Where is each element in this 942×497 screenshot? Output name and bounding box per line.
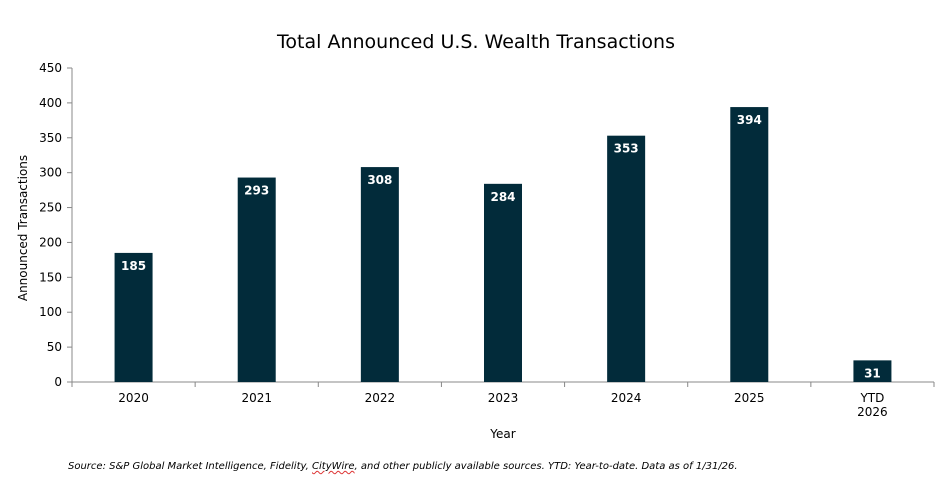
x-axis-title: Year [489, 427, 515, 441]
x-tick-label: 2023 [488, 391, 519, 405]
bar-value-label: 394 [737, 113, 762, 127]
x-tick-label: 2020 [118, 391, 149, 405]
y-axis-title: Announced Transactions [16, 155, 30, 301]
y-tick-label: 0 [54, 375, 62, 389]
bar-value-label: 284 [490, 190, 515, 204]
x-tick-label: 2021 [241, 391, 272, 405]
y-tick-label: 350 [39, 131, 62, 145]
y-tick-label: 450 [39, 61, 62, 75]
y-tick-label: 250 [39, 201, 62, 215]
bar-6 [853, 360, 892, 382]
source-footnote: Source: S&P Global Market Intelligence, … [68, 461, 928, 472]
x-tick-label-line: 2022 [365, 391, 396, 405]
bar-5 [730, 107, 769, 382]
x-tick-label: 2022 [365, 391, 396, 405]
bar-3 [484, 183, 522, 382]
y-tick-label: 200 [39, 235, 62, 249]
y-tick-label: 300 [39, 166, 62, 180]
bar-2 [360, 167, 399, 382]
y-tick-label: 150 [39, 270, 62, 284]
x-tick-label-line: YTD [859, 391, 884, 405]
x-tick-label-line: 2021 [241, 391, 272, 405]
x-tick-label-line: 2026 [857, 405, 888, 419]
bar-1 [237, 177, 276, 382]
x-tick-label: YTD 2026 [857, 391, 888, 419]
bar-4 [607, 135, 646, 382]
x-tick-label-line: 2020 [118, 391, 149, 405]
footnote-text-2: , and other publicly available sources. … [354, 461, 738, 472]
x-tick-label-line: 2025 [734, 391, 765, 405]
y-tick-label: 100 [39, 305, 62, 319]
x-tick-label: 2025 [734, 391, 765, 405]
y-tick-label: 400 [39, 96, 62, 110]
footnote-text-1: Source: S&P Global Market Intelligence, … [68, 461, 313, 472]
x-tick-label-line: 2023 [488, 391, 519, 405]
x-tick-label: 2024 [611, 391, 642, 405]
x-tick-label-line: 2024 [611, 391, 642, 405]
bar-value-label: 308 [367, 173, 392, 187]
bar-value-label: 185 [121, 259, 146, 273]
chart-title: Total Announced U.S. Wealth Transactions [276, 31, 675, 53]
bar-value-label: 353 [614, 142, 639, 156]
bar-0 [114, 252, 153, 382]
bar-value-label: 31 [864, 366, 881, 380]
y-tick-label: 50 [47, 340, 62, 354]
footnote-citywire: CityWire [312, 461, 355, 472]
bar-value-label: 293 [244, 184, 269, 198]
